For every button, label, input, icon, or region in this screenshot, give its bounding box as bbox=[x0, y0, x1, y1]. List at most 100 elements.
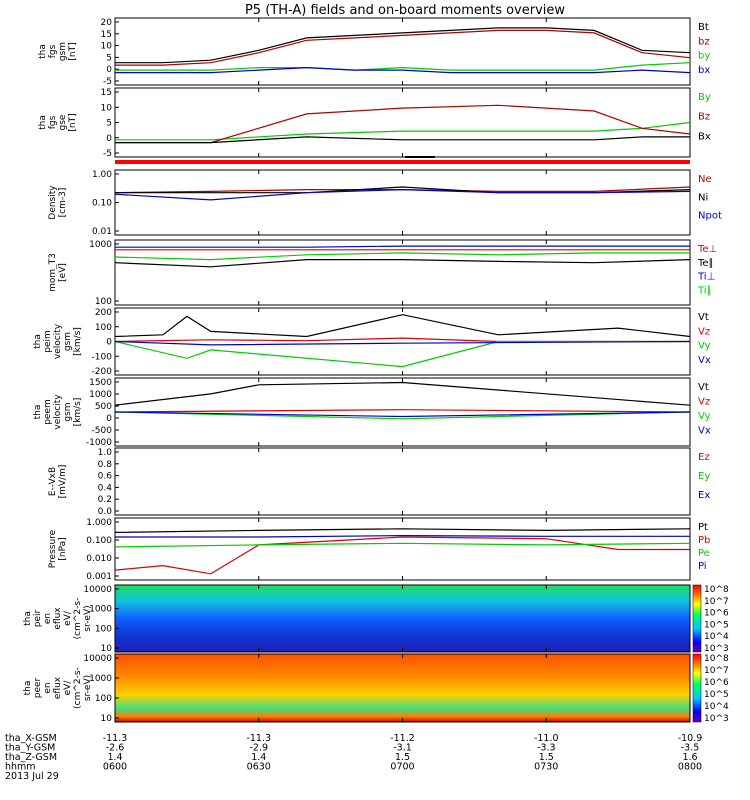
pressure-legend-2: Pe bbox=[698, 548, 710, 559]
footer-value: -2.9 bbox=[249, 743, 268, 754]
density-ytick-label: 1.00 bbox=[92, 170, 112, 180]
footer-value: -11.3 bbox=[103, 733, 128, 744]
fgs-gse-ylabel-line: [nT] bbox=[68, 113, 78, 131]
peem-velocity-ylabel-line: [km/s] bbox=[73, 398, 83, 427]
fgs-gse-series-0 bbox=[115, 121, 691, 141]
fgs-gsm-ytick-label: 5 bbox=[106, 53, 112, 63]
fgs-gse-ylabel-line: fgs bbox=[48, 115, 58, 129]
footer-value: -3.5 bbox=[681, 743, 700, 754]
peir-en-eflux-colorbar-tick: 10^7 bbox=[704, 597, 729, 607]
peir-en-eflux-spectrogram bbox=[115, 585, 690, 652]
footer-value: 0730 bbox=[534, 762, 558, 773]
fgs-gsm-series-2 bbox=[115, 62, 691, 71]
e-vxb-ytick-label: 0.0 bbox=[98, 507, 113, 517]
pressure-ylabel-line: [nPa] bbox=[58, 537, 68, 560]
footer-value: 1.5 bbox=[395, 752, 410, 763]
fgs-gse-panel: 15 10 5 0 -5 thafgsgse[nT] By Bz Bx bbox=[38, 87, 711, 159]
pressure-series-0 bbox=[114, 528, 691, 533]
pressure-ytick-label: 0.001 bbox=[86, 572, 112, 582]
fgs-gsm-legend-1: bz bbox=[698, 36, 710, 47]
peer-en-eflux-ylabel-line: peer bbox=[33, 677, 43, 698]
fgs-gse-series-1 bbox=[115, 104, 691, 144]
temperature-legend-1: Te∥ bbox=[697, 258, 714, 269]
peim-velocity-legend-1: Vz bbox=[698, 326, 710, 337]
density-ytick-label: 0.10 bbox=[92, 199, 112, 209]
peer-en-eflux-colorbar-tick: 10^7 bbox=[704, 666, 729, 676]
pressure-ylabel: Pressure[nPa] bbox=[48, 529, 68, 568]
footer-value: -10.9 bbox=[678, 733, 703, 744]
fgs-gse-ylabel-line: gse bbox=[58, 114, 68, 130]
fgs-gse-ylabel-line: tha bbox=[38, 115, 48, 130]
peim-velocity-ylabel: thapeimvelocitygsm[km/s] bbox=[33, 323, 83, 359]
temperature-ytick-label: 100 bbox=[95, 297, 112, 307]
e-vxb-ytick-label: 0.6 bbox=[98, 472, 113, 482]
footer-value: 1.4 bbox=[251, 752, 266, 763]
temperature-ytick-label: 1000 bbox=[89, 240, 112, 250]
footer-row-label: tha_X-GSM bbox=[5, 733, 57, 744]
fgs-gsm-ylabel-line: fgs bbox=[48, 44, 58, 58]
peir-en-eflux-ylabel-line: en bbox=[43, 613, 53, 624]
fgs-gse-ylabel: thafgsgse[nT] bbox=[38, 113, 78, 131]
peem-velocity-ylabel-line: gsm bbox=[63, 402, 73, 421]
peir-en-eflux-colorbar-tick: 10^3 bbox=[704, 644, 729, 654]
peim-velocity-series-3 bbox=[114, 340, 691, 346]
e-vxb-ylabel-line: [mV/m] bbox=[58, 465, 68, 499]
footer-value: 0630 bbox=[247, 762, 271, 773]
peer-en-eflux-colorbar bbox=[692, 653, 702, 723]
peir-en-eflux-colorbar bbox=[692, 584, 702, 653]
e-vxb-ytick-label: 0.2 bbox=[98, 495, 112, 505]
peer-en-eflux-ytick-label: 10000 bbox=[83, 654, 112, 664]
peer-en-eflux-ylabel-line: (cm^2-s- bbox=[73, 667, 83, 709]
peem-velocity-ylabel-line: velocity bbox=[53, 394, 63, 430]
peer-en-eflux-panel: 10^8 10^7 10^6 10^5 10^4 10^3 10000 1000 100 10 th… bbox=[23, 653, 729, 724]
peem-velocity-ylabel-line: tha bbox=[33, 405, 43, 420]
fgs-gsm-legend-0: Bt bbox=[698, 22, 709, 33]
peem-velocity-ytick-label: 0 bbox=[106, 414, 112, 424]
fgs-gsm-series-0 bbox=[115, 27, 691, 64]
density-series-2 bbox=[114, 188, 691, 201]
e-vxb-legend-2: Ex bbox=[698, 490, 710, 501]
peim-velocity-ytick-label: -200 bbox=[92, 367, 113, 377]
fgs-gse-legend-2: Bx bbox=[698, 131, 711, 142]
peim-velocity-legend-0: Vt bbox=[698, 312, 709, 323]
peim-velocity-ylabel-line: [km/s] bbox=[73, 327, 83, 356]
fgs-gse-ytick-label: 0 bbox=[106, 134, 112, 144]
temperature-legend-0: Te⊥ bbox=[697, 244, 717, 255]
peer-en-eflux-colorbar-tick: 10^5 bbox=[704, 690, 729, 700]
pressure-panel: 1.000 0.100 0.010 0.001 Pressure[nPa] Pt Pb Pe P… bbox=[48, 517, 710, 582]
temperature-ylabel-line: [eV] bbox=[58, 263, 68, 282]
pressure-ylabel-line: Pressure bbox=[48, 529, 58, 568]
footer-row-label: 2013 Jul 29 bbox=[5, 771, 59, 782]
fgs-gsm-legend-2: by bbox=[698, 51, 710, 62]
fgs-gsm-panel: 20 15 105 0 -5 thafgsgsm[nT] Bt bz by bx bbox=[38, 17, 710, 87]
peim-velocity-ytick-label: 100 bbox=[95, 323, 112, 333]
peir-en-eflux-ytick-label: 10000 bbox=[83, 585, 112, 595]
footer-value: 0600 bbox=[103, 762, 127, 773]
density-ylabel: Density[cm-3] bbox=[48, 185, 68, 220]
footer-value: -3.1 bbox=[393, 743, 412, 754]
fgs-gse-ytick-label: 5 bbox=[106, 119, 112, 129]
temperature-legend-2: Ti⊥ bbox=[697, 272, 715, 283]
peem-velocity-series-3 bbox=[114, 411, 691, 418]
peir-en-eflux-ylabel-line: tha bbox=[23, 611, 33, 626]
e-vxb-ytick-label: 1.0 bbox=[98, 448, 113, 458]
pressure-frame bbox=[114, 517, 691, 581]
peir-en-eflux-colorbar-tick: 10^6 bbox=[704, 609, 729, 619]
footer-value: -11.2 bbox=[390, 733, 415, 744]
e-vxb-frame bbox=[114, 447, 691, 516]
fgs-gse-ytick-label: 15 bbox=[101, 88, 112, 98]
fgs-gsm-frame bbox=[114, 17, 691, 86]
e-vxb-panel: 1.0 0.8 0.60.4 0.2 0.0 E--VxB[mV/m] Ez Ey Ex bbox=[48, 447, 710, 517]
peir-en-eflux-ylabel-line: eV/ bbox=[63, 610, 73, 626]
fgs-gsm-ylabel: thafgsgsm[nT] bbox=[38, 42, 78, 61]
peim-velocity-legend-2: Vy bbox=[698, 341, 711, 352]
pressure-series-3 bbox=[115, 534, 690, 538]
peer-en-eflux-ylabel-line: sr-eV) bbox=[83, 675, 93, 701]
footer-value: -11.0 bbox=[534, 733, 559, 744]
footer-value: 1.6 bbox=[682, 752, 697, 763]
temperature-series-2 bbox=[115, 245, 690, 248]
temperature-ylabel-line: mom_T3 bbox=[48, 253, 58, 292]
peer-en-eflux-ylabel-line: eflux bbox=[53, 676, 63, 699]
footer-value: -2.6 bbox=[106, 743, 125, 754]
